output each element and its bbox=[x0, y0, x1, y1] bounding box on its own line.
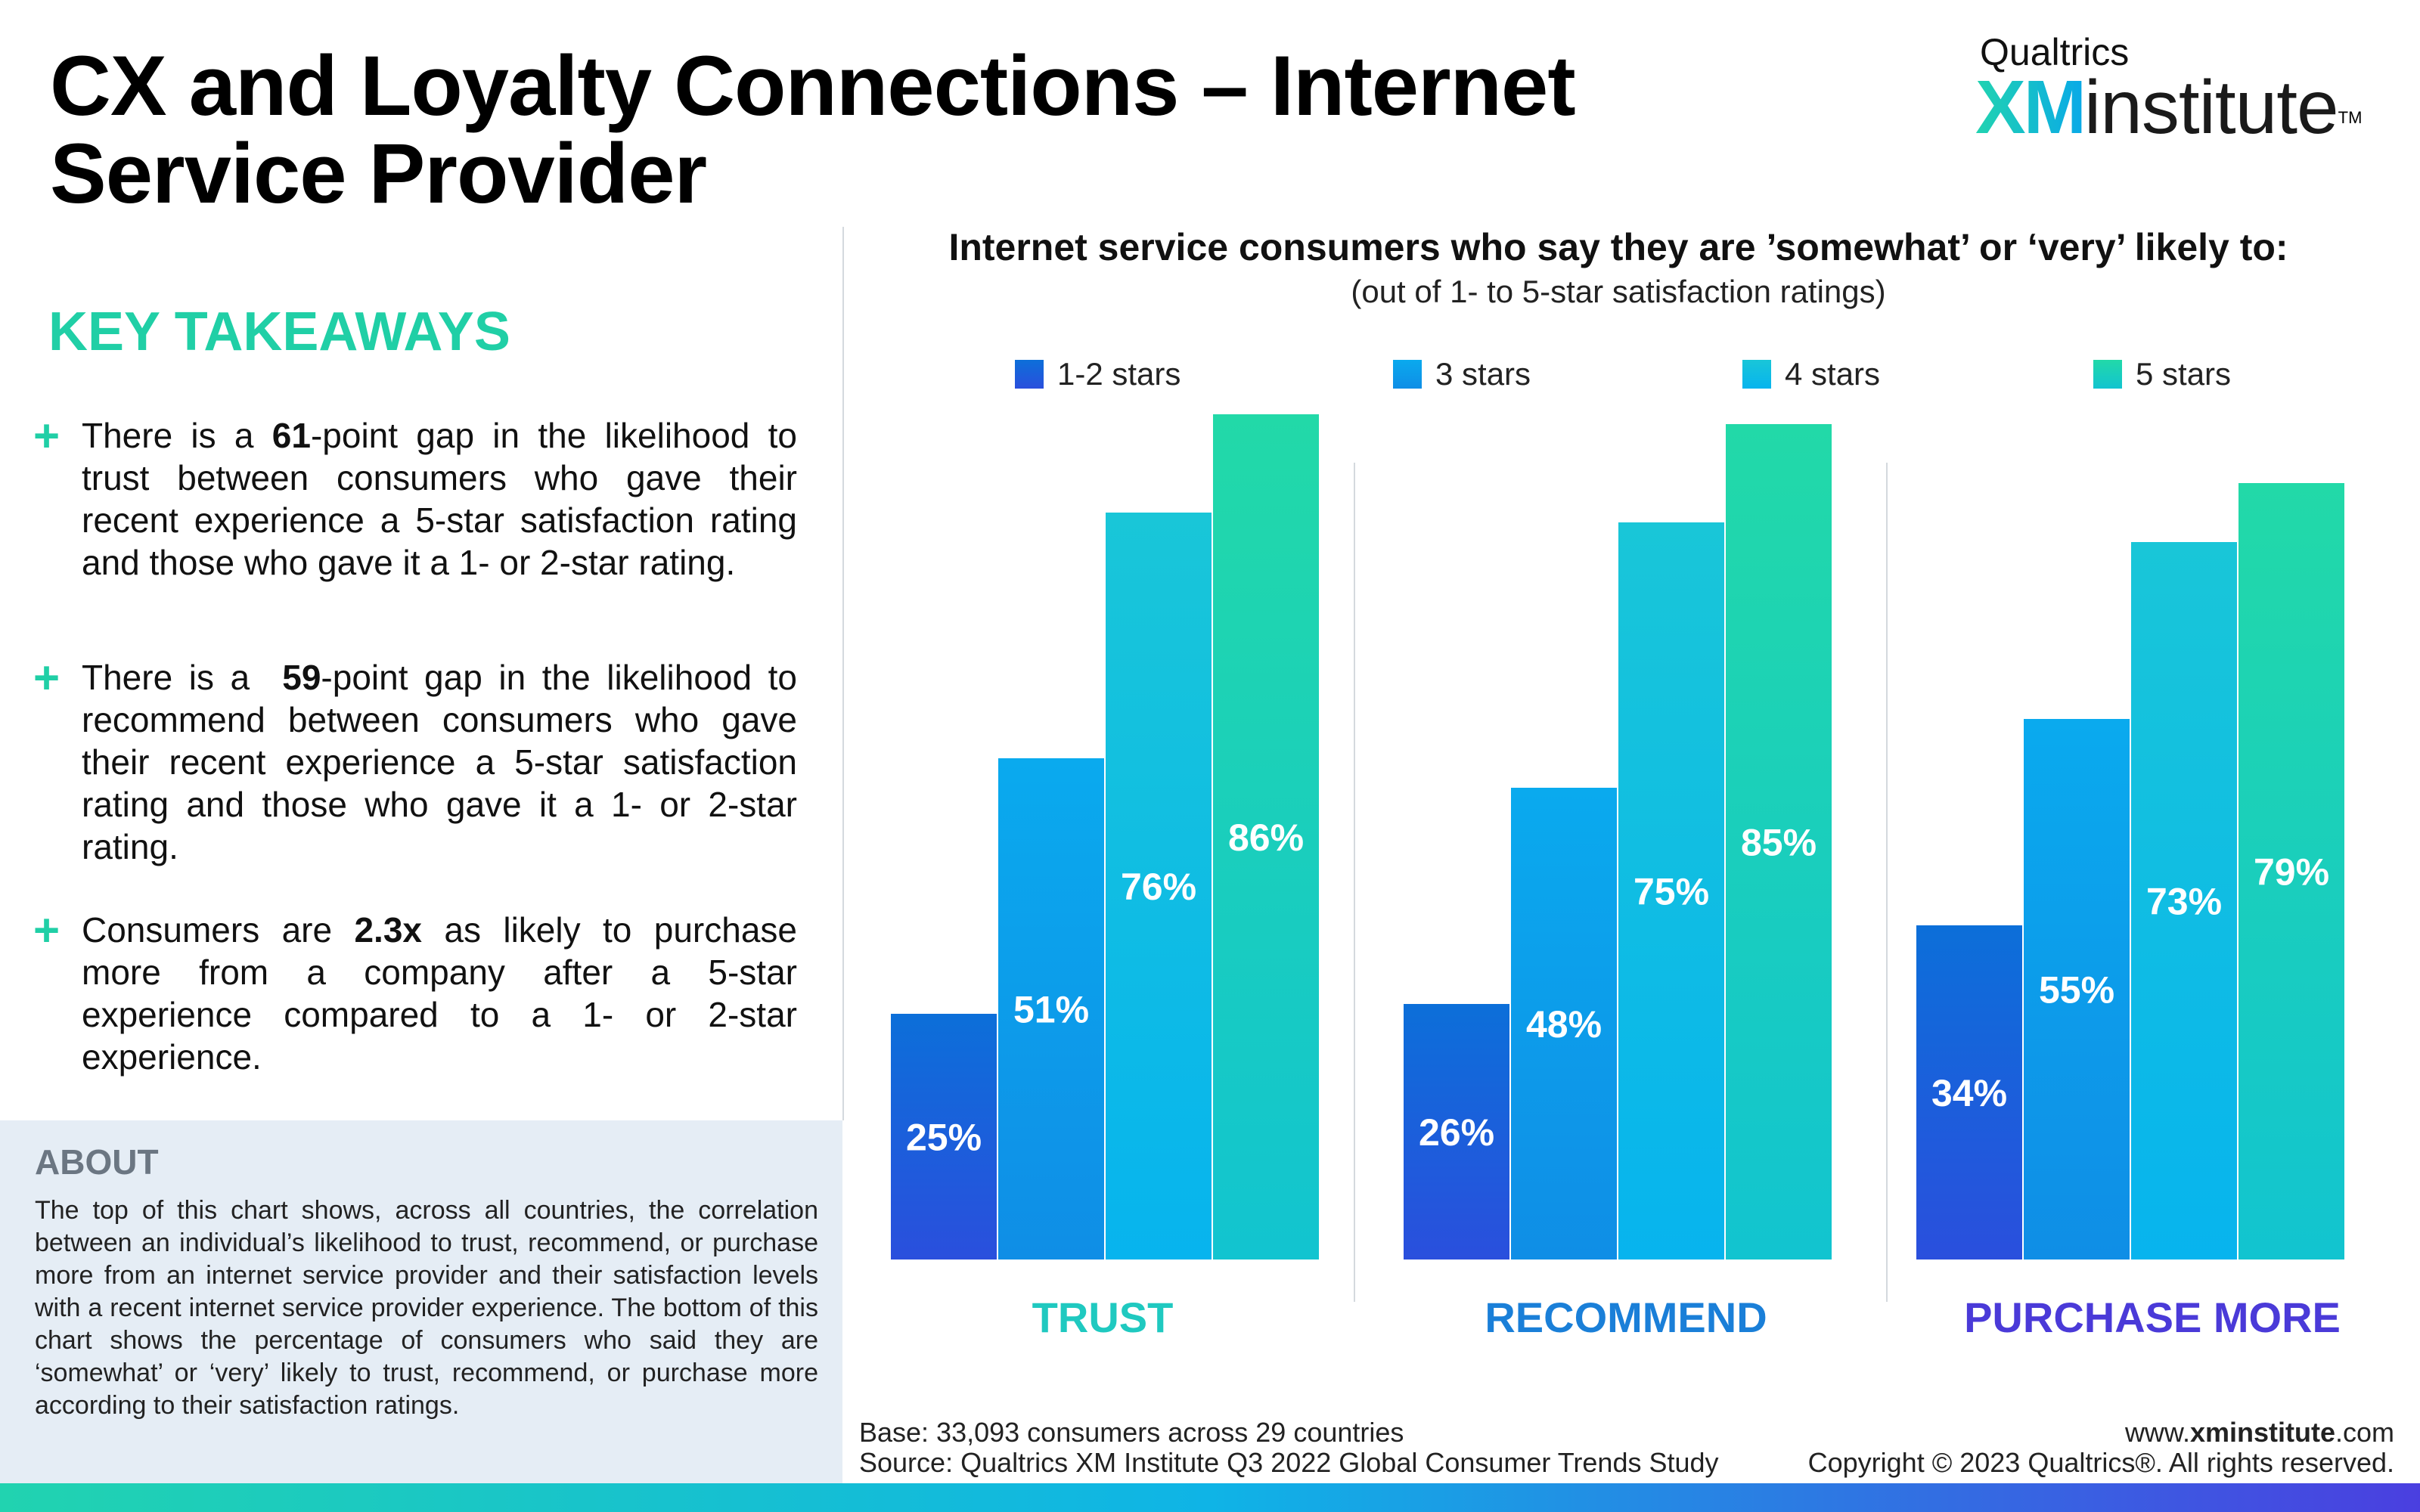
bar-recommend-series-1 bbox=[1404, 1004, 1509, 1259]
data-label: 26% bbox=[1419, 1111, 1494, 1154]
data-label: 79% bbox=[2254, 851, 2329, 894]
bar-purchase-more-series-2 bbox=[2024, 719, 2130, 1259]
legend-label: 5 stars bbox=[2136, 356, 2232, 392]
about-title: ABOUT bbox=[35, 1142, 159, 1182]
legend-swatch bbox=[1393, 360, 1422, 389]
logo: XMinstituteTM bbox=[1975, 70, 2362, 145]
takeaway-text-pre: There is a bbox=[82, 416, 272, 455]
footer-url-pre: www. bbox=[2124, 1417, 2190, 1448]
chart-subtitle: (out of 1- to 5-star satisfaction rating… bbox=[1351, 274, 1886, 309]
takeaway-item: + Consumers are 2.3x as likely to purcha… bbox=[33, 905, 797, 1078]
takeaway-text-post: -point gap in the likelihood to recommen… bbox=[82, 658, 797, 866]
bar-trust-series-4 bbox=[1213, 414, 1319, 1259]
legend-item: 4 stars bbox=[1742, 355, 1880, 393]
legend-swatch bbox=[1742, 360, 1771, 389]
takeaway-text: There is a 59-point gap in the likelihoo… bbox=[82, 656, 797, 868]
data-label: 73% bbox=[2146, 881, 2222, 923]
legend-swatch bbox=[2093, 360, 2122, 389]
legend-swatch bbox=[1015, 360, 1044, 389]
about-panel bbox=[0, 1120, 842, 1483]
footer-source: Source: Qualtrics XM Institute Q3 2022 G… bbox=[859, 1447, 1719, 1478]
bar-purchase-more-series-3 bbox=[2131, 542, 2237, 1259]
panel-divider bbox=[842, 227, 844, 1120]
takeaway-item: + There is a 61-point gap in the likelih… bbox=[33, 411, 797, 584]
data-label: 85% bbox=[1741, 822, 1817, 864]
category-label-purchase-more: PURCHASE MORE bbox=[1964, 1294, 2341, 1341]
bar-trust-series-2 bbox=[998, 758, 1104, 1259]
bar-trust-series-3 bbox=[1106, 513, 1212, 1259]
legend-label: 4 stars bbox=[1785, 356, 1881, 392]
legend-label: 1-2 stars bbox=[1057, 356, 1181, 392]
bar-recommend-series-4 bbox=[1726, 424, 1832, 1259]
about-text: The top of this chart shows, across all … bbox=[35, 1196, 818, 1420]
bar-purchase-more-series-4 bbox=[2238, 483, 2344, 1259]
footer-copyright: Copyright © 2023 Qualtrics®. All rights … bbox=[1807, 1447, 2394, 1478]
bar-purchase-more-series-1 bbox=[1916, 925, 2022, 1259]
data-label: 25% bbox=[906, 1117, 982, 1159]
data-label: 34% bbox=[1931, 1072, 2007, 1114]
logo-institute: institute bbox=[2084, 65, 2339, 150]
data-label: 48% bbox=[1526, 1003, 1602, 1046]
footer-base: Base: 33,093 consumers across 29 countri… bbox=[859, 1417, 1404, 1448]
data-label: 86% bbox=[1228, 816, 1304, 859]
takeaway-text-pre: Consumers are bbox=[82, 910, 355, 950]
footer-url[interactable]: www.xminstitute.com bbox=[2125, 1417, 2394, 1448]
page-title: CX and Loyalty Connections – Internet Se… bbox=[50, 42, 1714, 218]
plus-icon: + bbox=[33, 411, 60, 461]
logo-brand: Qualtrics bbox=[1980, 31, 2130, 73]
page-title-line2: Service Provider bbox=[50, 126, 707, 221]
chart-divider bbox=[1354, 463, 1355, 1302]
footer-url-bold: xminstitute bbox=[2189, 1417, 2335, 1448]
takeaway-item: + There is a 59-point gap in the likelih… bbox=[33, 652, 797, 868]
category-label-trust: TRUST bbox=[1032, 1294, 1174, 1341]
logo-tm: TM bbox=[2338, 108, 2363, 127]
bar-trust-series-1 bbox=[891, 1014, 997, 1259]
takeaway-text: Consumers are 2.3x as likely to purchase… bbox=[82, 909, 797, 1078]
data-label: 51% bbox=[1013, 989, 1089, 1031]
data-label: 75% bbox=[1634, 871, 1709, 913]
footer-url-post: .com bbox=[2335, 1417, 2394, 1448]
data-label: 76% bbox=[1121, 866, 1196, 908]
bar-recommend-series-2 bbox=[1511, 788, 1617, 1259]
chart-title: Internet service consumers who say they … bbox=[948, 226, 2288, 268]
takeaway-text-bold: 61 bbox=[271, 416, 311, 455]
bottom-gradient-bar bbox=[0, 1483, 2420, 1512]
takeaway-text: There is a 61-point gap in the likelihoo… bbox=[82, 414, 797, 584]
takeaway-text-bold: 2.3x bbox=[354, 910, 422, 950]
takeaway-text-post: as likely to purchase more from a compan… bbox=[82, 910, 798, 1077]
legend-item: 1-2 stars bbox=[1015, 355, 1181, 393]
takeaway-text-bold: 59 bbox=[282, 658, 321, 697]
legend-label: 3 stars bbox=[1435, 356, 1531, 392]
logo-xm: XM bbox=[1975, 65, 2086, 150]
chart-divider bbox=[1886, 463, 1888, 1302]
legend-item: 3 stars bbox=[1393, 355, 1531, 393]
plus-icon: + bbox=[33, 905, 60, 956]
data-label: 55% bbox=[2039, 969, 2114, 1012]
takeaways-heading: KEY TAKEAWAYS bbox=[48, 302, 510, 362]
plus-icon: + bbox=[33, 652, 60, 703]
category-label-recommend: RECOMMEND bbox=[1485, 1294, 1767, 1341]
legend-item: 5 stars bbox=[2093, 355, 2231, 393]
bar-recommend-series-3 bbox=[1618, 522, 1724, 1259]
page-title-line1: CX and Loyalty Connections – Internet bbox=[50, 39, 1576, 133]
takeaway-text-post: -point gap in the likelihood to trust be… bbox=[82, 416, 798, 582]
takeaway-text-pre: There is a bbox=[82, 658, 283, 697]
